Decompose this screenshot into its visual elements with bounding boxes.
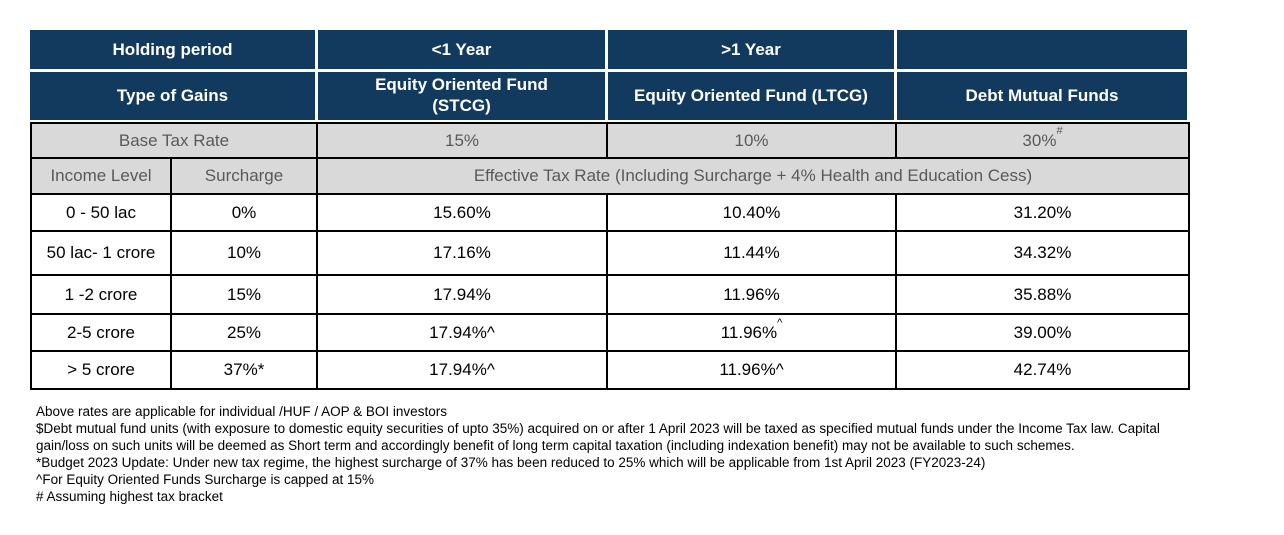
income-level-header: Income Level: [30, 159, 172, 195]
ltcg-cell: 10.40%: [608, 195, 897, 232]
base-tax-rate-label: Base Tax Rate: [30, 122, 318, 159]
base-tax-ltcg: 10%: [608, 122, 897, 159]
base-tax-debt-value: 30%: [1022, 130, 1057, 150]
debt-cell: 34.32%: [897, 232, 1190, 276]
stcg-column-header: Equity Oriented Fund (STCG): [318, 72, 608, 122]
stcg-cell: 17.94%^: [318, 352, 608, 390]
surcharge-cell: 25%: [172, 315, 318, 352]
table-row: > 5 crore 37%* 17.94%^ 11.96%^ 42.74%: [30, 352, 1190, 390]
blank-header-cell: [897, 30, 1190, 72]
gt1-year-header: >1 Year: [608, 30, 897, 72]
surcharge-cell: 37%*: [172, 352, 318, 390]
income-cell: 1 -2 crore: [30, 276, 172, 315]
debt-cell: 39.00%: [897, 315, 1190, 352]
stcg-value: 17.94%: [433, 284, 491, 304]
stcg-value: 17.94%^: [429, 360, 495, 379]
stcg-value: 17.94%^: [429, 322, 495, 342]
footnote-investors: Above rates are applicable for individua…: [36, 404, 447, 419]
stcg-value: 17.16%: [433, 243, 491, 262]
footnotes: Above rates are applicable for individua…: [36, 403, 1186, 505]
income-cell: 50 lac- 1 crore: [30, 232, 172, 276]
subheader-row: Income Level Surcharge Effective Tax Rat…: [30, 159, 1190, 195]
surcharge-cell: 0%: [172, 195, 318, 232]
ltcg-superscript: ^: [777, 316, 783, 329]
tax-rates-table: Holding period <1 Year >1 Year Type of G…: [30, 30, 1190, 390]
ltcg-value: 11.96%: [723, 284, 780, 304]
holding-period-row: Holding period <1 Year >1 Year: [30, 30, 1190, 72]
income-cell: > 5 crore: [30, 352, 172, 390]
base-tax-debt: 30%#: [897, 122, 1190, 159]
footnote-debt-funds: $Debt mutual fund units (with exposure t…: [36, 421, 1160, 453]
debt-column-header: Debt Mutual Funds: [897, 72, 1190, 122]
income-cell: 0 - 50 lac: [30, 195, 172, 232]
holding-period-header: Holding period: [30, 30, 318, 72]
ltcg-column-header: Equity Oriented Fund (LTCG): [608, 72, 897, 122]
stcg-cell: 15.60%: [318, 195, 608, 232]
table-row: 1 -2 crore 15% 17.94% 11.96% 35.88%: [30, 276, 1190, 315]
ltcg-cell: 11.96%^: [608, 315, 897, 352]
effective-tax-rate-header: Effective Tax Rate (Including Surcharge …: [318, 159, 1190, 195]
ltcg-value: 11.44%: [723, 243, 780, 262]
type-of-gains-header: Type of Gains: [30, 72, 318, 122]
footnote-budget-update: *Budget 2023 Update: Under new tax regim…: [36, 455, 986, 470]
table-row: 0 - 50 lac 0% 15.60% 10.40% 31.20%: [30, 195, 1190, 232]
debt-cell: 42.74%: [897, 352, 1190, 390]
footnote-surcharge-cap: ^For Equity Oriented Funds Surcharge is …: [36, 472, 375, 487]
surcharge-cell: 15%: [172, 276, 318, 315]
ltcg-cell: 11.96%: [608, 276, 897, 315]
stcg-cell: 17.94%^: [318, 315, 608, 352]
ltcg-value: 11.96%: [720, 322, 778, 342]
base-tax-rate-row: Base Tax Rate 15% 10% 30%#: [30, 122, 1190, 159]
ltcg-value: 11.96%^: [719, 360, 784, 379]
stcg-cell: 17.94%: [318, 276, 608, 315]
surcharge-header: Surcharge: [172, 159, 318, 195]
surcharge-cell: 10%: [172, 232, 318, 276]
footnote-tax-bracket: # Assuming highest tax bracket: [36, 489, 223, 504]
ltcg-cell: 11.96%^: [608, 352, 897, 390]
base-tax-stcg: 15%: [318, 122, 608, 159]
lt1-year-header: <1 Year: [318, 30, 608, 72]
stcg-value: 15.60%: [433, 202, 491, 222]
table-row: 2-5 crore 25% 17.94%^ 11.96%^ 39.00%: [30, 315, 1190, 352]
debt-cell: 35.88%: [897, 276, 1190, 315]
income-cell: 2-5 crore: [30, 315, 172, 352]
hash-superscript: #: [1056, 124, 1063, 137]
table-row: 50 lac- 1 crore 10% 17.16% 11.44% 34.32%: [30, 232, 1190, 276]
ltcg-value: 10.40%: [722, 202, 781, 222]
type-of-gains-row: Type of Gains Equity Oriented Fund (STCG…: [30, 72, 1190, 122]
ltcg-cell: 11.44%: [608, 232, 897, 276]
debt-cell: 31.20%: [897, 195, 1190, 232]
stcg-cell: 17.16%: [318, 232, 608, 276]
